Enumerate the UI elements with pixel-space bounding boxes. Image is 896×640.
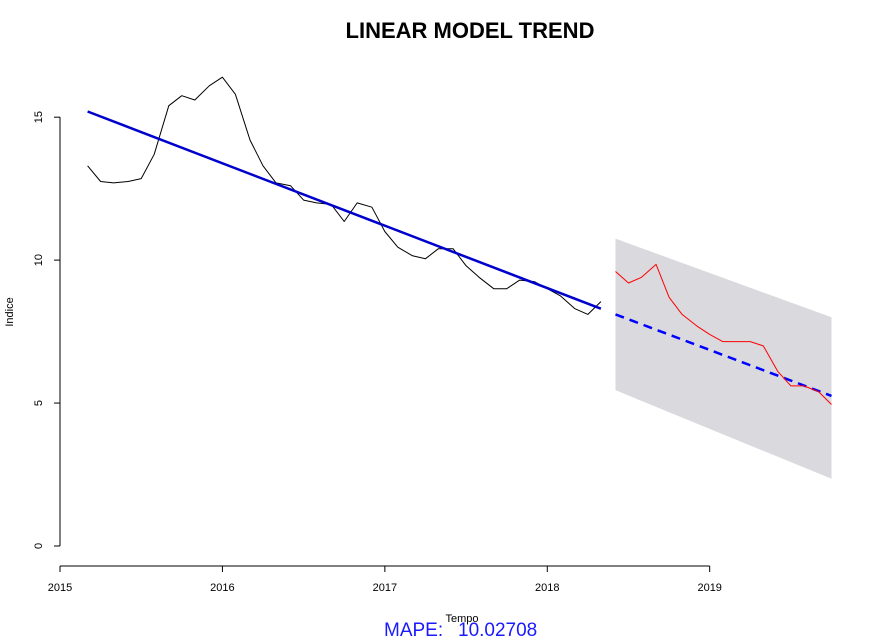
holdout-actual-line: [615, 263, 832, 405]
series-layer: [87, 76, 832, 405]
prediction-interval-band: [615, 238, 832, 479]
chart-title: LINEAR MODEL TREND: [346, 18, 595, 43]
mape-value: 10.02708: [458, 620, 537, 640]
y-tick-label: 15: [33, 111, 45, 123]
y-tick-label: 0: [33, 543, 45, 549]
observed-series-line: [87, 76, 602, 315]
axes: 2015 2016 2017 2018 2019 0 5 10 15: [33, 111, 722, 594]
x-axis-title: Tempo: [445, 613, 478, 625]
x-tick-label: 2016: [210, 582, 234, 594]
y-tick-label: 10: [33, 254, 45, 266]
prediction-interval-layer: [615, 238, 832, 479]
x-tick-label: 2017: [373, 582, 397, 594]
fitted-trend-line: [87, 110, 602, 310]
y-tick-label: 5: [33, 400, 45, 406]
x-tick-label: 2015: [48, 582, 72, 594]
x-tick-label: 2019: [697, 582, 721, 594]
mape-label: MAPE:: [384, 620, 443, 640]
forecast-line: [615, 313, 832, 398]
x-tick-label: 2018: [535, 582, 559, 594]
y-axis-title: Indice: [4, 297, 16, 326]
